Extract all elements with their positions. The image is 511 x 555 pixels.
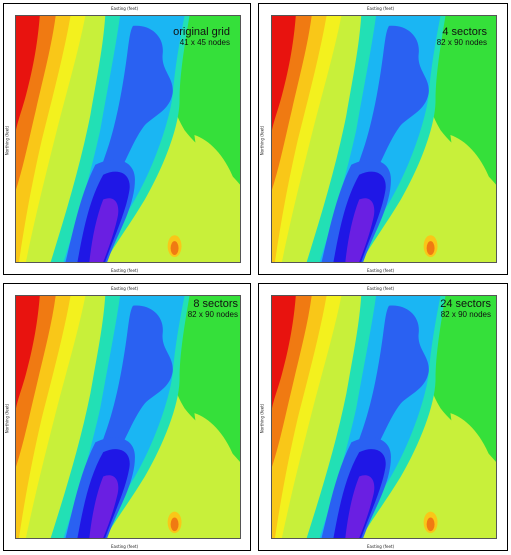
x-axis-label-top: Easting (feet) [367, 286, 395, 291]
panel-original-grid: Easting (feet) Easting (feet) Northing (… [3, 3, 251, 275]
panel-8-sectors: Easting (feet) Easting (feet) Northing (… [3, 283, 251, 551]
x-axis-label-top: Easting (feet) [111, 6, 139, 11]
panel-title: 8 sectors 82 x 90 nodes [188, 298, 238, 320]
panel-title-main: 8 sectors [193, 298, 238, 310]
contour-map-svg [16, 16, 240, 262]
x-axis-label-bottom: Easting (feet) [367, 544, 395, 549]
contour-map-svg [272, 296, 496, 538]
panel-title: original grid 41 x 45 nodes [173, 26, 230, 48]
x-axis-label-bottom: Easting (feet) [367, 268, 395, 273]
panel-title-main: original grid [173, 26, 230, 38]
y-axis-label: Northing (feet) [259, 403, 265, 434]
panel-title: 4 sectors 82 x 90 nodes [437, 26, 487, 48]
panel-title-main: 4 sectors [442, 26, 487, 38]
panel-title-sub: 82 x 90 nodes [187, 310, 238, 319]
contour-map-svg [16, 296, 240, 538]
contour-map [15, 15, 241, 263]
panel-title-sub: 82 x 90 nodes [440, 310, 491, 319]
y-axis-label: Northing (feet) [4, 403, 10, 434]
panel-4-sectors: Easting (feet) Easting (feet) Northing (… [258, 3, 508, 275]
x-axis-label-bottom: Easting (feet) [111, 268, 139, 273]
y-axis-label: Northing (feet) [259, 125, 265, 156]
panel-title: 24 sectors 82 x 90 nodes [440, 298, 491, 320]
panel-title-sub: 82 x 90 nodes [436, 38, 487, 47]
contour-map-svg [272, 16, 496, 262]
x-axis-label-bottom: Easting (feet) [111, 544, 139, 549]
contour-map [15, 295, 241, 539]
x-axis-label-top: Easting (feet) [111, 286, 139, 291]
x-axis-label-top: Easting (feet) [367, 6, 395, 11]
panel-24-sectors: Easting (feet) Easting (feet) Northing (… [258, 283, 508, 551]
panel-title-main: 24 sectors [440, 298, 491, 310]
contour-map [271, 15, 497, 263]
panel-title-sub: 41 x 45 nodes [179, 38, 230, 47]
contour-map [271, 295, 497, 539]
y-axis-label: Northing (feet) [4, 125, 10, 156]
